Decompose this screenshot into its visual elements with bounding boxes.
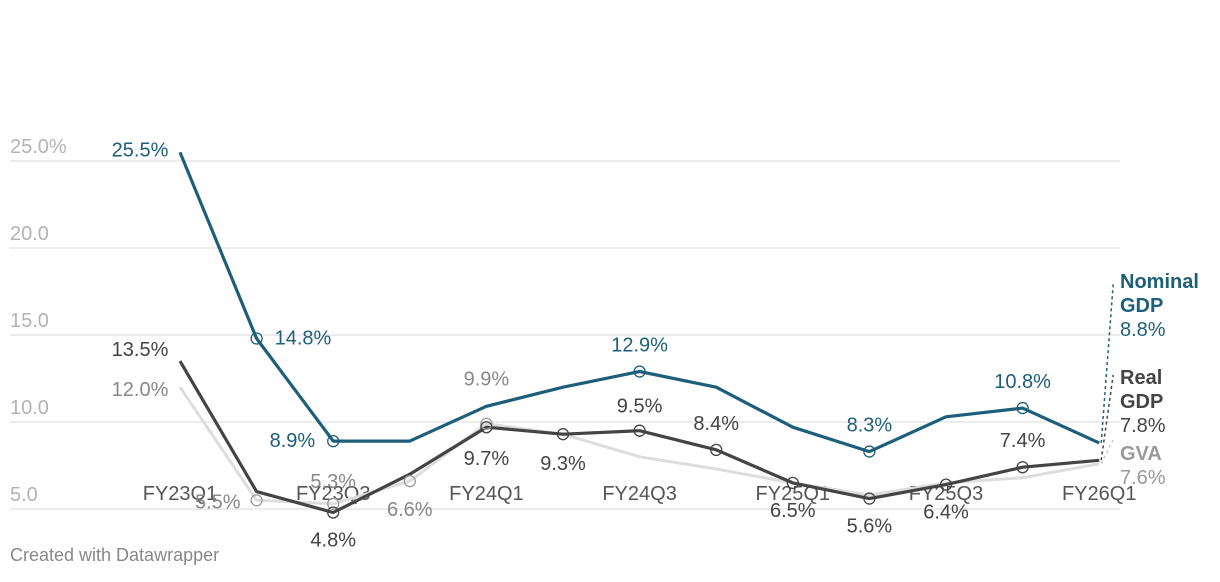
data-label: 4.8% xyxy=(310,529,356,551)
y-tick-label: 10.0 xyxy=(10,397,49,419)
data-label: 5.5% xyxy=(195,491,241,513)
data-label: 5.6% xyxy=(847,516,893,538)
data-label: 8.4% xyxy=(693,413,739,435)
data-point-marker xyxy=(480,417,493,430)
data-label: 9.7% xyxy=(464,448,510,470)
data-labels: 12.0% 5.5% 5.3% 6.6% 9.9% 13.5% 4.8% 9.7% 9.3% 9.… xyxy=(112,139,1052,551)
data-label: 9.3% xyxy=(540,453,586,475)
series-end-value: 7.6% xyxy=(1120,467,1166,489)
data-point-marker xyxy=(863,445,876,458)
data-point-marker xyxy=(710,443,723,456)
data-point-marker xyxy=(250,494,263,507)
data-label: 6.6% xyxy=(387,499,433,521)
series-line-nominal-gdp xyxy=(178,151,1100,454)
series-end-value: 7.8% xyxy=(1120,415,1166,437)
data-point-marker xyxy=(786,476,799,490)
data-label: 9.5% xyxy=(617,396,663,418)
credit-footer: Created with Datawrapper xyxy=(10,545,220,565)
data-point-marker xyxy=(403,475,416,488)
data-label: 25.5% xyxy=(112,139,169,161)
data-point-marker xyxy=(556,428,570,441)
y-axis-ticks: 5.0 10.0 15.0 20.0 25.0% xyxy=(10,136,67,506)
data-point-marker xyxy=(1016,461,1029,474)
series-name-label: Real xyxy=(1120,367,1162,389)
data-point-marker xyxy=(327,434,340,448)
x-tick-label: FY25Q1 xyxy=(756,483,830,505)
data-label: 9.9% xyxy=(464,369,510,391)
series-name-label: GDP xyxy=(1120,295,1163,317)
y-tick-label: 20.0 xyxy=(10,223,49,245)
data-label: 5.3% xyxy=(310,471,356,493)
x-tick-label: FY23Q1 xyxy=(143,483,217,505)
x-tick-label: FY24Q1 xyxy=(449,483,523,505)
data-markers xyxy=(250,332,1029,519)
data-point-marker xyxy=(327,497,340,510)
series-name-label: Nominal xyxy=(1120,271,1199,293)
data-label: 6.5% xyxy=(770,500,816,522)
data-point-marker xyxy=(939,478,953,491)
data-point-marker xyxy=(863,492,876,505)
y-tick-label: 25.0% xyxy=(10,136,67,158)
y-tick-label: 5.0 xyxy=(10,484,38,506)
end-label-connector xyxy=(1100,374,1114,461)
data-label: 8.3% xyxy=(847,415,893,437)
series-line-gva xyxy=(178,386,1100,506)
data-label: 6.4% xyxy=(923,502,969,524)
data-label: 12.0% xyxy=(112,379,169,401)
data-label: 7.4% xyxy=(1000,430,1046,452)
data-point-marker xyxy=(480,421,493,434)
data-label: 13.5% xyxy=(112,339,169,361)
series-end-value: 8.8% xyxy=(1120,319,1166,341)
end-label-connector xyxy=(1100,439,1114,465)
series-name-label: GDP xyxy=(1120,391,1163,413)
end-label-connector xyxy=(1100,283,1114,443)
data-label: 8.9% xyxy=(270,430,316,452)
x-tick-label: FY26Q1 xyxy=(1062,483,1136,505)
data-label: 14.8% xyxy=(275,327,332,349)
series-name-label: GVA xyxy=(1120,443,1162,465)
data-label: 10.8% xyxy=(994,371,1051,393)
series-lines xyxy=(178,151,1100,515)
data-point-marker xyxy=(633,365,646,378)
data-point-marker xyxy=(1016,401,1029,415)
data-point-marker xyxy=(633,424,646,437)
data-point-marker xyxy=(250,332,263,345)
data-point-marker xyxy=(327,506,340,519)
y-tick-label: 15.0 xyxy=(10,310,49,332)
data-label: 12.9% xyxy=(611,335,668,357)
series-line-real-gdp xyxy=(178,360,1100,515)
x-tick-label: FY24Q3 xyxy=(602,483,676,505)
